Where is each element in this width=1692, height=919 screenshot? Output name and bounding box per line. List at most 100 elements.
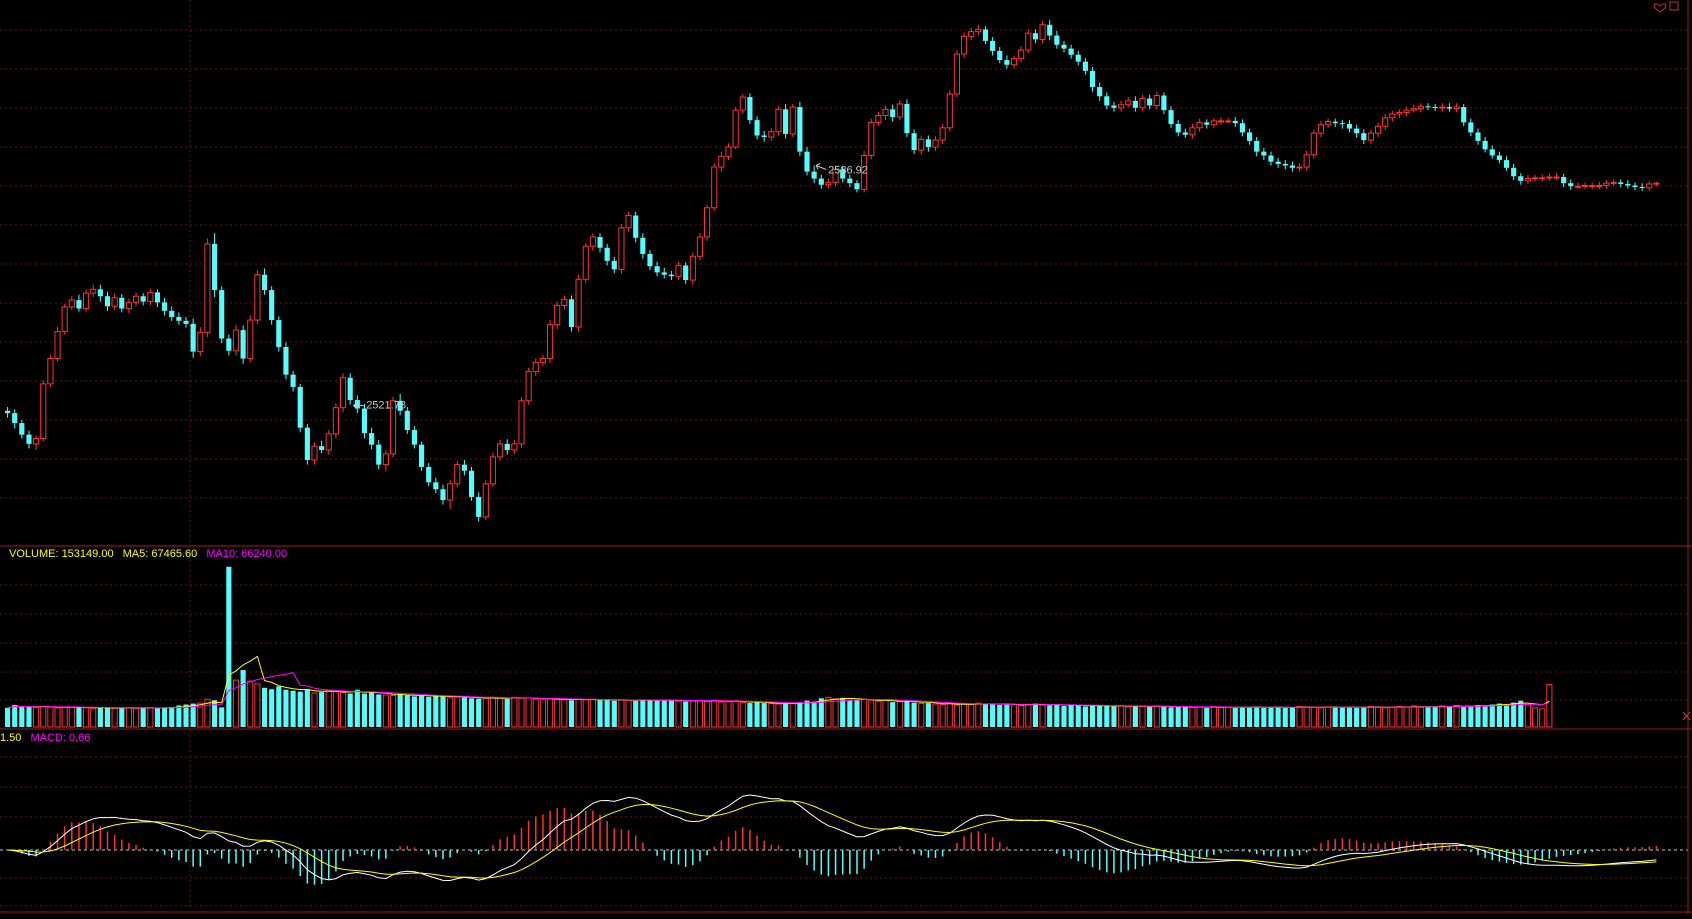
candle[interactable]: [1461, 103, 1467, 127]
candle[interactable]: [546, 320, 554, 364]
candle[interactable]: [539, 354, 546, 367]
candle[interactable]: [226, 334, 232, 356]
candle[interactable]: [240, 325, 246, 364]
candle[interactable]: [104, 291, 111, 311]
candle[interactable]: [247, 315, 254, 363]
candle[interactable]: [1189, 123, 1196, 139]
candle[interactable]: [683, 262, 689, 284]
candle[interactable]: [1182, 128, 1188, 138]
candle[interactable]: [389, 396, 397, 458]
candle[interactable]: [132, 292, 140, 307]
candle[interactable]: [561, 295, 568, 310]
candle[interactable]: [661, 267, 667, 279]
candle[interactable]: [33, 435, 40, 451]
candle[interactable]: [932, 136, 939, 151]
candle[interactable]: [868, 118, 875, 160]
candle[interactable]: [283, 342, 289, 380]
candle[interactable]: [725, 143, 732, 161]
candle[interactable]: [1618, 179, 1624, 188]
candle[interactable]: [1532, 174, 1539, 182]
candle[interactable]: [1539, 173, 1546, 182]
candle[interactable]: [1403, 107, 1410, 117]
candle[interactable]: [461, 460, 467, 476]
candle[interactable]: [97, 284, 103, 302]
candle[interactable]: [953, 50, 960, 98]
candle[interactable]: [640, 233, 646, 259]
candle[interactable]: [433, 477, 439, 494]
candle[interactable]: [668, 270, 674, 281]
candle[interactable]: [1332, 118, 1338, 128]
heart-outline-icon[interactable]: [1653, 1, 1679, 13]
candle[interactable]: [1068, 44, 1074, 59]
candle[interactable]: [1275, 157, 1281, 168]
candle[interactable]: [918, 135, 925, 155]
candle[interactable]: [1054, 30, 1060, 49]
candle[interactable]: [1389, 110, 1396, 122]
candle[interactable]: [783, 103, 789, 139]
candle[interactable]: [190, 318, 196, 358]
candle[interactable]: [232, 324, 240, 356]
candle[interactable]: [68, 296, 75, 311]
candle[interactable]: [1111, 101, 1117, 112]
candle[interactable]: [369, 427, 375, 450]
candle[interactable]: [426, 463, 432, 487]
candle[interactable]: [575, 274, 582, 332]
candle[interactable]: [911, 129, 917, 154]
candle[interactable]: [325, 430, 332, 455]
candle[interactable]: [1496, 151, 1502, 164]
candle[interactable]: [789, 103, 796, 138]
candle[interactable]: [1104, 92, 1110, 110]
candle[interactable]: [518, 396, 525, 448]
candle[interactable]: [1625, 180, 1631, 189]
candle[interactable]: [704, 204, 711, 241]
candle[interactable]: [497, 440, 504, 461]
candle[interactable]: [304, 423, 310, 465]
candle[interactable]: [1596, 181, 1603, 190]
candle[interactable]: [554, 301, 561, 330]
candle[interactable]: [1168, 106, 1174, 128]
candle[interactable]: [1047, 20, 1053, 41]
candle[interactable]: [311, 442, 318, 465]
candle[interactable]: [1524, 174, 1532, 184]
candle[interactable]: [1632, 182, 1638, 191]
candle[interactable]: [532, 358, 539, 377]
candle[interactable]: [1032, 29, 1039, 44]
candle[interactable]: [611, 257, 617, 274]
candle[interactable]: [26, 430, 32, 449]
candle[interactable]: [739, 93, 746, 114]
candle[interactable]: [83, 289, 90, 312]
candle[interactable]: [482, 480, 489, 521]
candle[interactable]: [1125, 97, 1132, 108]
candle[interactable]: [1296, 163, 1303, 172]
candle[interactable]: [1361, 129, 1367, 144]
candle[interactable]: [19, 420, 25, 439]
candle[interactable]: [219, 286, 225, 344]
candle[interactable]: [1025, 29, 1032, 54]
candle[interactable]: [1082, 57, 1088, 75]
candle[interactable]: [1396, 109, 1403, 118]
candle[interactable]: [183, 316, 189, 328]
candle[interactable]: [1317, 120, 1325, 138]
candle[interactable]: [1346, 120, 1353, 133]
candle[interactable]: [960, 32, 968, 58]
candle[interactable]: [1039, 20, 1046, 44]
candle[interactable]: [1268, 151, 1274, 166]
candle[interactable]: [269, 286, 275, 325]
candle[interactable]: [1232, 117, 1238, 128]
candle[interactable]: [840, 166, 846, 183]
candle[interactable]: [169, 306, 175, 321]
candle[interactable]: [968, 27, 975, 41]
candle[interactable]: [982, 26, 989, 44]
candle[interactable]: [1367, 129, 1374, 144]
candle[interactable]: [1610, 179, 1617, 187]
candle[interactable]: [1310, 129, 1317, 159]
candle[interactable]: [1225, 117, 1232, 124]
candle[interactable]: [418, 441, 425, 471]
candle[interactable]: [1639, 183, 1645, 191]
candle[interactable]: [768, 127, 775, 141]
candle[interactable]: [1417, 103, 1424, 113]
candle[interactable]: [1511, 163, 1517, 181]
candle[interactable]: [525, 367, 532, 405]
candle[interactable]: [154, 289, 161, 307]
candle[interactable]: [1425, 103, 1431, 111]
